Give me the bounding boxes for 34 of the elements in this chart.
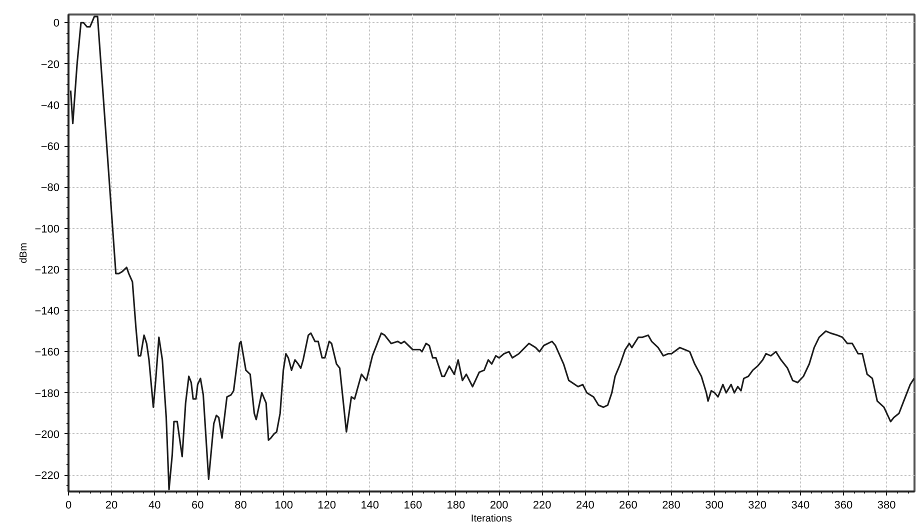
x-tick-label: 120 <box>318 500 336 512</box>
x-tick-label: 300 <box>705 500 724 512</box>
y-tick-label: −120 <box>34 264 60 276</box>
y-tick-label: −60 <box>40 141 60 154</box>
y-tick-label: −180 <box>34 388 60 400</box>
y-tick-label: −140 <box>34 306 60 318</box>
x-tick-label: 140 <box>360 500 380 512</box>
y-tick-label: −220 <box>34 470 60 482</box>
y-tick-label: −200 <box>34 428 60 441</box>
y-tick-label: −40 <box>40 100 60 112</box>
x-tick-label: 80 <box>234 500 247 512</box>
x-tick-label: 180 <box>446 500 466 512</box>
x-tick-label: 100 <box>274 500 293 512</box>
x-tick-label: 380 <box>877 500 896 512</box>
y-tick-label: −160 <box>34 346 60 359</box>
x-tick-label: 260 <box>619 500 638 512</box>
y-tick-label: −100 <box>34 223 60 236</box>
x-tick-label: 200 <box>490 500 508 512</box>
x-tick-label: 20 <box>105 500 118 512</box>
y-tick-label: 0 <box>53 18 60 30</box>
x-tick-label: 60 <box>192 500 204 512</box>
x-tick-label: 340 <box>791 500 810 512</box>
x-tick-label: 320 <box>748 500 767 512</box>
x-tick-label: 280 <box>662 500 680 512</box>
x-tick-label: 0 <box>65 500 72 512</box>
y-axis-title: dBm <box>18 242 30 264</box>
y-tick-label: −20 <box>40 58 60 71</box>
x-tick-label: 360 <box>834 500 853 512</box>
x-tick-label: 40 <box>148 500 161 512</box>
x-axis-title: Iterations <box>470 514 512 524</box>
x-tick-label: 220 <box>532 500 552 512</box>
x-tick-label: 160 <box>404 500 422 512</box>
y-tick-label: −80 <box>40 182 60 194</box>
x-tick-label: 240 <box>576 500 594 512</box>
